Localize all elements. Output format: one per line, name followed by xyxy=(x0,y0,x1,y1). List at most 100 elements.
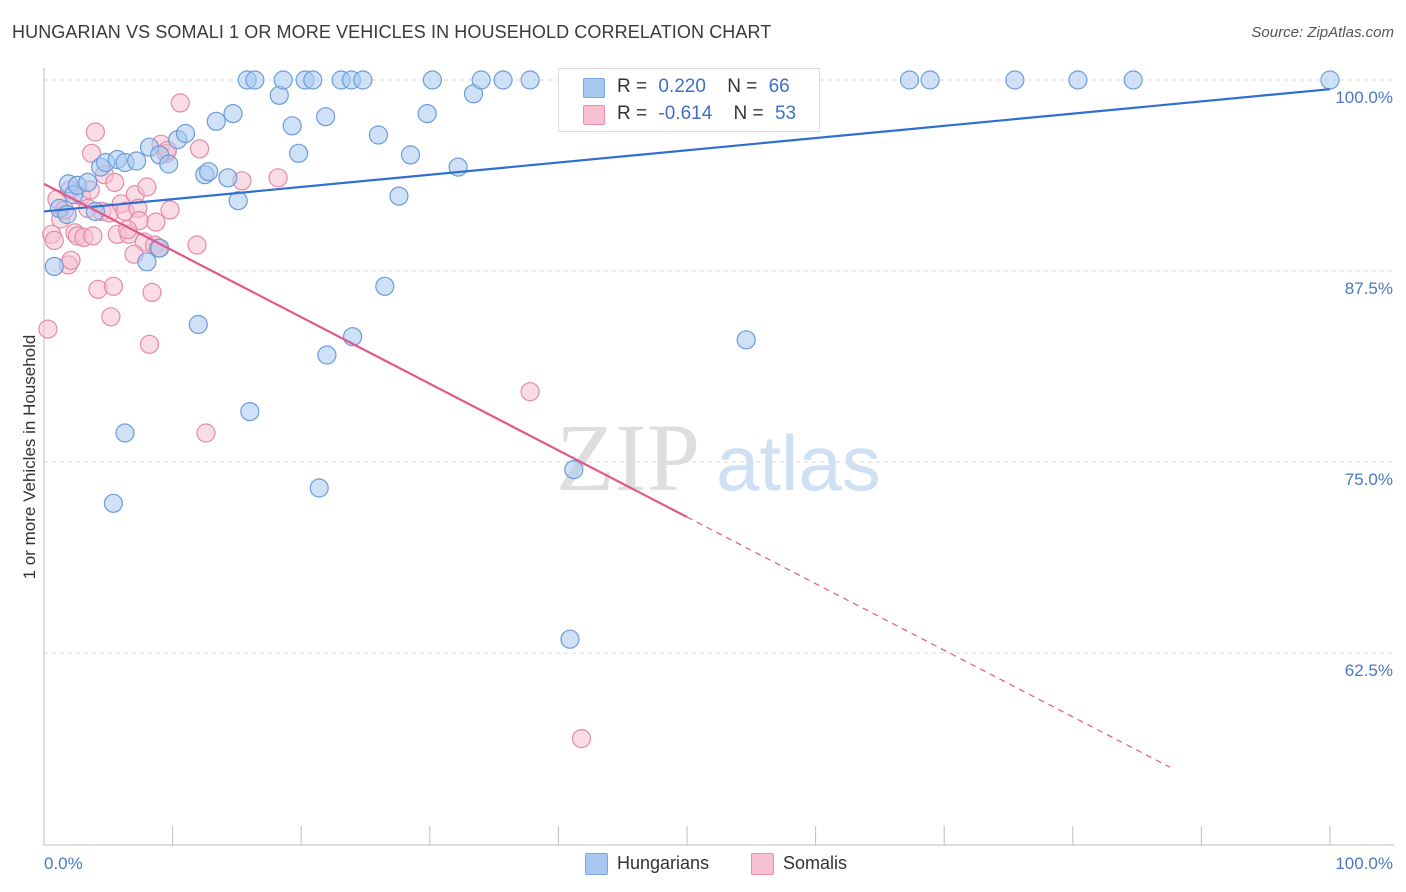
hungarian-point xyxy=(400,145,421,165)
hungarian-point xyxy=(520,70,540,90)
hungarian-point xyxy=(282,116,302,136)
somali-point xyxy=(137,177,157,197)
hungarian-point xyxy=(368,125,388,145)
n-value: 66 xyxy=(768,76,790,97)
hungarian-point xyxy=(422,70,442,90)
axes xyxy=(43,68,1394,846)
watermark: ZIP atlas xyxy=(556,404,881,511)
hungarian-point xyxy=(375,276,395,296)
hungarian-point xyxy=(137,252,157,272)
somali-trend-extension xyxy=(686,516,1171,768)
somali-point xyxy=(103,276,124,296)
somali-trend-line xyxy=(43,182,688,518)
stats-legend: R = 0.220 N = 66 R = -0.614 N = 53 xyxy=(558,68,820,132)
hungarian-point xyxy=(127,151,147,171)
hungarian-point xyxy=(389,186,409,206)
somali-point xyxy=(81,143,102,163)
somali-points xyxy=(38,93,592,749)
somali-point xyxy=(190,139,210,159)
hungarian-point xyxy=(245,70,265,90)
y-tick-label: 87.5% xyxy=(1345,279,1393,298)
legend-text: R = 0.220 N = 66 xyxy=(617,76,790,98)
legend-text: R = -0.614 N = 53 xyxy=(617,103,796,125)
hungarian-point xyxy=(240,402,260,422)
r-value: -0.614 xyxy=(658,103,713,124)
hungarian-trend-line xyxy=(43,88,1331,213)
source-link[interactable]: ZipAtlas.com xyxy=(1307,24,1394,41)
somali-point xyxy=(170,93,190,113)
somali-point xyxy=(520,382,540,402)
hungarian-point xyxy=(317,345,337,365)
n-label: N = xyxy=(733,103,764,124)
watermark-zip: ZIP xyxy=(556,404,700,511)
hungarians-swatch xyxy=(583,78,605,98)
hungarian-point xyxy=(471,70,491,90)
somali-point xyxy=(146,212,166,232)
hungarian-point xyxy=(218,168,238,188)
hungarian-point xyxy=(44,256,64,276)
source-label: Source: xyxy=(1251,24,1304,41)
hungarian-point xyxy=(1123,70,1143,90)
hungarian-point xyxy=(417,103,437,124)
somali-point xyxy=(85,122,106,142)
source-credit: Source: ZipAtlas.com xyxy=(1251,24,1394,41)
somali-point xyxy=(571,728,592,749)
somali-point xyxy=(196,423,216,443)
watermark-atlas: atlas xyxy=(716,419,881,507)
somalis-swatch xyxy=(583,105,605,125)
hungarian-point xyxy=(199,162,219,182)
hungarian-point xyxy=(188,314,208,335)
somali-point xyxy=(38,319,58,339)
hungarian-point xyxy=(736,330,756,350)
hungarian-point xyxy=(303,70,323,90)
n-value: 53 xyxy=(774,103,797,124)
hungarian-point xyxy=(103,493,124,513)
somali-point xyxy=(83,226,103,246)
somalis-swatch xyxy=(751,853,774,875)
somali-point xyxy=(61,250,81,270)
hungarian-point xyxy=(353,70,373,90)
hungarian-point xyxy=(899,70,920,90)
hungarian-point xyxy=(78,172,98,192)
r-label: R = xyxy=(617,76,648,97)
hungarian-point xyxy=(560,629,580,649)
hungarian-point xyxy=(493,70,513,90)
hungarian-point xyxy=(564,460,584,480)
hungarian-point xyxy=(1320,70,1340,90)
somali-point xyxy=(142,282,162,302)
x-tick-label: 0.0% xyxy=(44,854,83,873)
hungarian-point xyxy=(206,111,226,131)
hungarian-point xyxy=(309,478,329,498)
somali-point xyxy=(268,168,288,188)
hungarian-point xyxy=(223,103,243,124)
hungarian-point xyxy=(273,70,293,90)
hungarian-point xyxy=(228,191,248,211)
somali-point xyxy=(139,334,160,354)
y-tick-label: 75.0% xyxy=(1345,470,1393,489)
somali-point xyxy=(160,200,180,220)
hungarian-point xyxy=(115,423,135,443)
hungarian-point xyxy=(159,154,179,174)
somali-point xyxy=(101,307,121,327)
x-tick-label: 100.0% xyxy=(1335,854,1393,873)
gridlines xyxy=(44,79,1394,654)
hungarian-point xyxy=(289,143,309,163)
x-tick-labels: 0.0% 100.0% xyxy=(44,854,1393,873)
series-legend: Hungarians Somalis xyxy=(0,852,1406,878)
chart-title: HUNGARIAN VS SOMALI 1 OR MORE VEHICLES I… xyxy=(12,22,772,42)
x-ticks xyxy=(43,826,1331,845)
y-axis-title: 1 or more Vehicles in Household xyxy=(20,335,39,580)
somali-point xyxy=(187,235,207,255)
somali-point xyxy=(105,172,125,192)
r-label: R = xyxy=(617,103,648,124)
y-tick-label: 62.5% xyxy=(1345,661,1393,680)
trend-lines xyxy=(43,88,1331,768)
hungarian-point xyxy=(920,70,940,90)
n-label: N = xyxy=(727,76,758,97)
hungarian-point xyxy=(1068,70,1088,90)
hungarian-points xyxy=(44,70,1340,649)
hungarians-swatch xyxy=(585,853,608,875)
y-tick-label: 100.0% xyxy=(1335,88,1393,107)
legend-label: Hungarians xyxy=(617,853,710,873)
